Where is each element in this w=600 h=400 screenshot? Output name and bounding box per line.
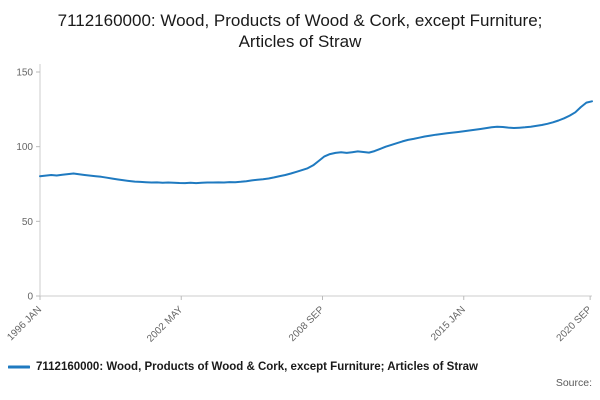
y-axis-tick-label: 50 (22, 217, 34, 228)
line-chart-canvas: 0 50 100 150 1996 JAN 2002 MAY 2008 SEP 2015 JA… (5, 64, 595, 345)
x-axis-tick-label: 2008 SEP (287, 304, 327, 344)
source-label: Source: (555, 377, 592, 390)
chart-title: 7112160000: Wood, Products of Wood & Cor… (57, 11, 543, 52)
y-axis-tick-label: 100 (16, 142, 33, 153)
x-axis-tick-label: 2002 MAY (145, 304, 186, 345)
series-line (39, 100, 593, 185)
y-axis-tick-label: 0 (27, 292, 33, 303)
x-axis-tick-label: 2020 SEP (555, 304, 595, 344)
legend-label: 7112160000: Wood, Products of Wood & Cor… (36, 361, 478, 374)
x-axis-tick-label: 1996 JAN (5, 304, 44, 343)
x-axis-tick-label: 2015 JAN (429, 304, 468, 343)
y-axis-tick-label: 150 (16, 68, 33, 79)
legend-line-swatch (8, 365, 30, 369)
legend[interactable]: 7112160000: Wood, Products of Wood & Cor… (0, 358, 600, 376)
